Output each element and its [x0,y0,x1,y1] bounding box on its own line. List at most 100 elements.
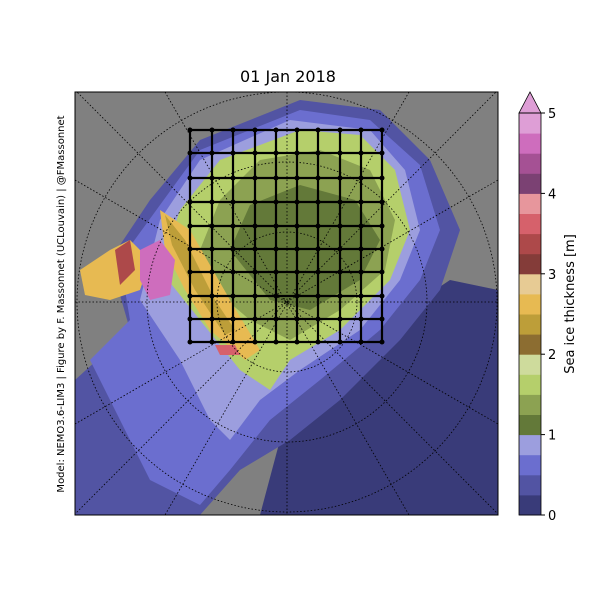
title: 01 Jan 2018 [240,67,336,86]
grid-point [230,316,236,322]
grid-point [230,269,236,275]
grid-point [273,150,279,156]
grid-point [294,175,300,181]
grid-point [315,223,321,229]
colorbar-segment [519,314,541,335]
grid-point [252,223,258,229]
grid-point [358,150,364,156]
grid-point [315,293,321,299]
colorbar-segment [519,354,541,375]
colorbar-segment [519,494,541,516]
grid-point [187,223,193,229]
colorbar-segment [519,253,541,275]
grid-point [294,269,300,275]
grid-point [358,127,364,133]
grid-point [294,316,300,322]
sample-grid [187,127,385,345]
grid-point [230,223,236,229]
grid-point [273,269,279,275]
grid-point [315,246,321,252]
grid-point [273,199,279,205]
grid-point [294,246,300,252]
grid-point [315,175,321,181]
grid-point [209,223,215,229]
ice-zone [215,345,240,355]
colorbar-segment [519,233,541,255]
ice-zone [140,240,175,300]
colorbar-segment [519,434,541,456]
grid-point [337,316,343,322]
grid-point [187,127,193,133]
colorbar-tick-label: 3 [548,268,556,283]
grid-point [209,293,215,299]
colorbar-segment [519,113,541,134]
grid-point [209,339,215,345]
colorbar-frame [518,112,542,516]
colorbar-segment [519,474,541,496]
map [75,92,498,515]
grid-point [273,127,279,133]
grid-point [273,293,279,299]
colorbar-segment [519,193,541,214]
ice-zone [230,185,380,310]
colorbar-segment [519,153,541,174]
ice-zone [165,215,235,335]
grid-point [337,223,343,229]
grid-point [209,269,215,275]
grid-point [358,223,364,229]
grid-point [337,246,343,252]
grid-point [337,150,343,156]
grid-point [315,316,321,322]
colorbar-tick-label: 4 [548,187,556,202]
grid-point [315,199,321,205]
grid-point [294,127,300,133]
grid-point [358,175,364,181]
grid-point [294,339,300,345]
grid-point [187,339,193,345]
grid-point [358,293,364,299]
grid-point [252,339,258,345]
grid-point [294,293,300,299]
grid-point [337,339,343,345]
ice-zone [115,240,135,285]
grid-point [230,246,236,252]
colorbar: 0 1 2 3 4 5 [518,91,556,524]
grid-point [252,269,258,275]
grid-point [252,175,258,181]
colorbar-extend [518,91,542,114]
grid-point [252,127,258,133]
grid-point [230,127,236,133]
grid-point [187,246,193,252]
grid-point [187,199,193,205]
grid-point [187,175,193,181]
grid-point [252,293,258,299]
grid-point [230,150,236,156]
colorbar-tick-label: 2 [548,348,556,363]
grid-point [358,339,364,345]
grid-point [209,316,215,322]
colorbar-label: Sea ice thickness [m] [563,234,578,374]
grid-point [337,175,343,181]
grid-point [315,269,321,275]
grid-point [209,175,215,181]
grid-point [209,127,215,133]
colorbar-tick-label: 1 [548,429,556,444]
grid-point [315,339,321,345]
grid-point [273,339,279,345]
grid-point [358,246,364,252]
grid-point [358,316,364,322]
grid-point [187,293,193,299]
colorbar-segment [519,133,541,154]
grid-point [273,246,279,252]
grid-point [252,316,258,322]
grid-point [230,175,236,181]
grid-point [187,269,193,275]
credit: Model: NEMO3.6-LIM3 | Figure by F. Masso… [56,115,67,492]
colorbar-segment [519,414,541,436]
grid-point [209,199,215,205]
colorbar-segment [519,173,541,194]
grid-point [294,150,300,156]
grid-point [379,199,385,205]
grid-point [379,223,385,229]
